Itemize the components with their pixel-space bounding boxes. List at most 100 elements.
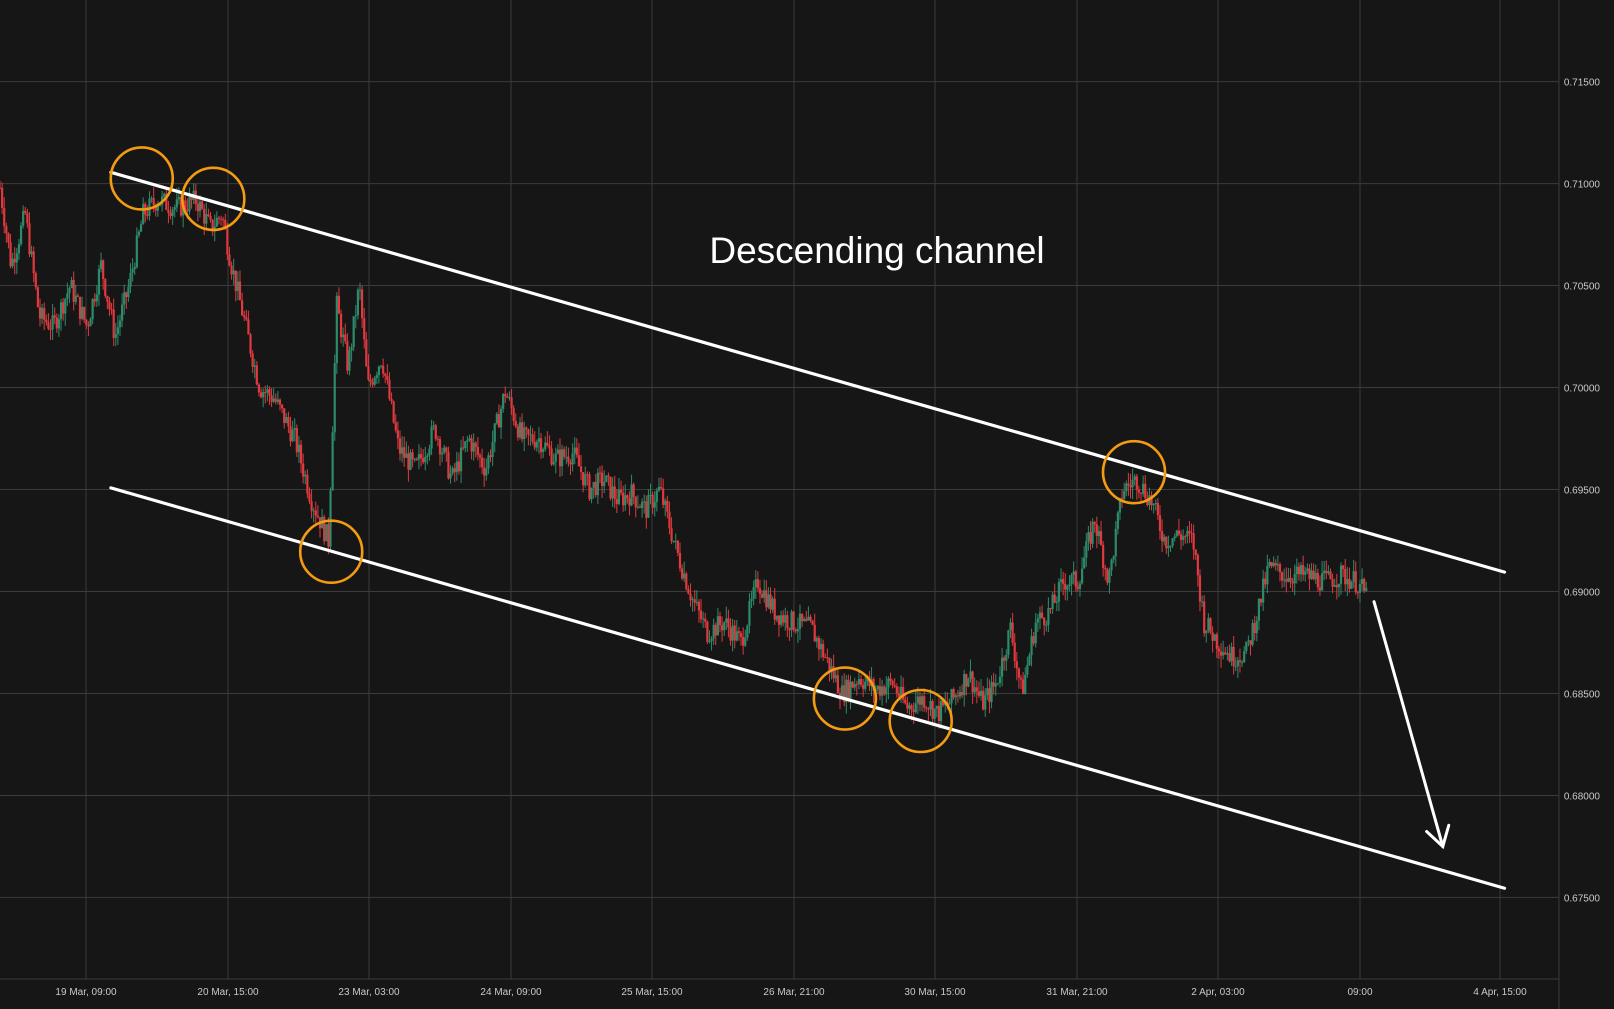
candle-body	[38, 307, 42, 319]
candle-body	[1120, 498, 1124, 500]
candle-body	[750, 598, 753, 601]
candle-body	[1123, 491, 1126, 499]
candle-body	[986, 688, 989, 696]
candle-body	[1009, 622, 1012, 631]
candle-body	[11, 258, 14, 267]
candle-body	[41, 307, 44, 319]
candle-body	[453, 468, 456, 473]
candle-body	[78, 296, 82, 319]
candle-body	[769, 594, 772, 610]
candle-body	[133, 267, 136, 269]
candle-body	[106, 295, 109, 302]
candle-body	[723, 622, 726, 631]
candle-body	[1019, 677, 1023, 680]
candle-body	[45, 319, 48, 323]
channel-upper-line	[109, 170, 1507, 574]
candle-body	[676, 540, 679, 553]
candle-body	[1173, 536, 1176, 539]
candle-body	[499, 408, 503, 428]
candle-body	[643, 501, 646, 503]
candle-body	[908, 705, 911, 709]
candle-body	[775, 615, 778, 620]
candle-body	[693, 599, 696, 603]
candle-body	[1080, 568, 1084, 584]
candle-body	[1363, 579, 1366, 591]
y-tick-label: 0.69500	[1564, 486, 1601, 497]
candle-body	[1068, 584, 1071, 587]
candle-body	[979, 690, 983, 696]
candle-body	[596, 472, 599, 496]
candle-body	[1104, 568, 1107, 570]
candle-body	[1219, 651, 1223, 656]
candle-body	[1024, 674, 1027, 694]
candle-body	[1053, 594, 1056, 603]
candle-body	[1285, 579, 1288, 582]
candle-body	[287, 417, 290, 427]
candle-body	[920, 696, 924, 705]
candle-body	[316, 515, 319, 518]
candle-body	[188, 196, 191, 212]
candle-body	[1316, 572, 1319, 588]
y-tick-label: 0.70000	[1564, 384, 1601, 395]
candle-body	[1102, 544, 1105, 569]
candle-body	[830, 666, 833, 672]
candle-body	[600, 472, 604, 486]
candle-body	[737, 631, 741, 634]
candle-body	[403, 447, 406, 458]
candle-body	[121, 304, 124, 321]
candle-body	[1011, 622, 1014, 643]
candle-body	[1320, 573, 1324, 591]
candle-body	[1076, 586, 1079, 589]
candle-body	[99, 260, 103, 269]
candle-body	[910, 705, 913, 710]
candle-body	[640, 501, 644, 508]
candle-body	[744, 637, 747, 646]
candle-body	[1312, 570, 1315, 580]
candle-body	[1209, 618, 1212, 633]
candle-body	[466, 440, 469, 442]
candle-body	[790, 611, 793, 631]
candle-body	[1224, 652, 1227, 655]
candle-body	[1325, 570, 1328, 574]
candle-body	[1062, 579, 1065, 584]
candle-body	[1247, 640, 1250, 642]
candle-body	[302, 463, 305, 477]
candle-body	[598, 472, 602, 474]
candle-body	[493, 423, 496, 443]
candle-body	[1249, 640, 1252, 645]
candle-body	[1335, 585, 1338, 588]
candle-body	[923, 696, 926, 708]
candle-body	[1150, 495, 1153, 506]
candle-body	[1085, 541, 1088, 558]
candle-body	[28, 223, 31, 255]
candle-body	[445, 447, 448, 452]
candle-body	[563, 449, 566, 457]
candle-body	[472, 442, 475, 452]
candle-body	[836, 675, 839, 693]
candle-body	[1163, 536, 1166, 542]
candle-body	[268, 389, 271, 396]
candle-body	[931, 700, 934, 719]
candle-body	[899, 686, 903, 697]
candle-body	[413, 458, 416, 460]
candle-body	[552, 461, 555, 465]
candle-body	[1110, 559, 1113, 571]
candle-body	[619, 489, 623, 493]
candle-body	[232, 270, 235, 275]
candle-body	[32, 251, 35, 274]
candle-body	[1055, 601, 1058, 603]
candle-body	[388, 379, 391, 399]
candle-body	[1264, 578, 1267, 585]
candle-body	[887, 678, 890, 688]
candle-body	[784, 615, 787, 623]
candle-body	[855, 684, 858, 686]
candle-body	[26, 213, 29, 224]
candle-body	[1243, 650, 1246, 663]
candle-body	[546, 442, 549, 446]
candle-body	[1331, 579, 1334, 587]
candle-body	[190, 196, 193, 201]
candle-body	[36, 287, 39, 308]
candle-body	[1127, 483, 1130, 486]
candle-body	[891, 680, 894, 686]
candle-body	[609, 476, 612, 499]
